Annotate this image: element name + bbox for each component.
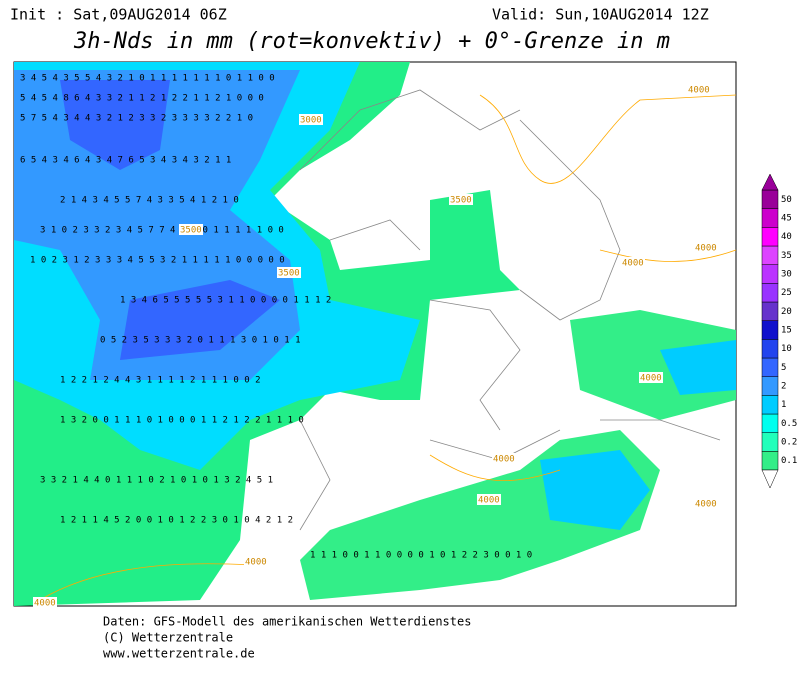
legend-swatch — [761, 395, 779, 415]
precip-digits: 3 4 5 4 3 5 5 4 3 2 1 0 1 1 1 1 1 1 1 0 … — [20, 74, 275, 84]
contour-label: 3500 — [450, 196, 472, 206]
legend-label: 5 — [781, 363, 786, 373]
contour-label: 4000 — [695, 244, 717, 254]
legend-swatch — [761, 339, 779, 359]
legend-label: 20 — [781, 307, 792, 317]
precip-digits: 1 3 2 0 0 1 1 1 0 1 0 0 0 1 1 2 1 2 2 1 … — [60, 416, 304, 426]
contour-label-bg — [687, 84, 711, 95]
precip-digits: 5 7 5 4 3 4 4 3 2 1 2 3 3 2 3 3 3 3 2 2 … — [20, 114, 253, 124]
precip-digits: 2 1 4 3 4 5 5 7 4 3 3 5 4 1 2 1 0 — [60, 196, 239, 206]
precip-digits: 1 3 4 6 5 5 5 5 5 3 1 1 0 0 0 0 1 1 1 2 — [120, 296, 331, 306]
precip-digits: 1 0 2 3 1 2 3 3 3 4 5 5 3 2 1 1 1 1 1 0 … — [30, 256, 285, 266]
legend-label: 0.5 — [781, 419, 797, 429]
contour-label-bg — [449, 194, 473, 205]
contour-label-bg — [299, 114, 323, 125]
legend-swatch — [761, 413, 779, 433]
footer-line: www.wetterzentrale.de — [103, 647, 255, 661]
precip-digits: 0 5 2 3 5 3 3 3 2 0 1 1 1 3 0 1 0 1 1 — [100, 336, 300, 346]
contour-label: 4000 — [640, 374, 662, 384]
legend-label: 2 — [781, 382, 786, 392]
contour-label-bg — [277, 267, 301, 278]
legend-swatch — [761, 301, 779, 321]
precip-digits: 1 1 1 0 0 1 1 0 0 0 0 1 0 1 2 2 3 0 0 1 … — [310, 551, 532, 561]
legend-label: 15 — [781, 326, 792, 336]
legend-label: 1 — [781, 400, 786, 410]
legend-swatch — [761, 264, 779, 284]
footer-line: Daten: GFS-Modell des amerikanischen Wet… — [103, 615, 471, 629]
legend-label: 50 — [781, 195, 792, 205]
precip-digits: 1 2 2 1 2 4 4 3 1 1 1 1 2 1 1 1 0 0 2 — [60, 376, 260, 386]
legend-swatch — [761, 227, 779, 247]
map — [13, 61, 737, 607]
legend-label: 35 — [781, 251, 792, 261]
map-title: 3h-Nds in mm (rot=konvektiv) + 0°-Grenze… — [73, 29, 670, 54]
valid-time: Valid: Sun,10AUG2014 12Z — [492, 6, 709, 24]
legend-swatch — [761, 283, 779, 303]
legend-swatch — [761, 245, 779, 265]
contour-label: 4000 — [622, 259, 644, 269]
contour-label: 4000 — [34, 599, 56, 609]
precip-area — [540, 340, 736, 530]
contour-label-bg — [477, 494, 501, 505]
contour-label-bg — [694, 498, 718, 509]
contour-label-bg — [639, 372, 663, 383]
legend-swatch — [761, 320, 779, 340]
contour-label: 3500 — [180, 226, 202, 236]
contour-label: 4000 — [245, 558, 267, 568]
precip-area — [300, 310, 736, 600]
init-time: Init : Sat,09AUG2014 06Z — [10, 6, 227, 24]
legend-label: 10 — [781, 344, 792, 354]
contour-label: 3500 — [278, 269, 300, 279]
legend-label: 30 — [781, 270, 792, 280]
legend-label: 40 — [781, 232, 792, 242]
freezing-level-contour — [39, 94, 737, 601]
contour-label-bg — [694, 242, 718, 253]
precip-area — [60, 80, 280, 360]
contour-label: 4000 — [688, 86, 710, 96]
contour-label-bg — [492, 453, 516, 464]
legend-tip — [761, 173, 779, 191]
legend-swatch — [761, 376, 779, 396]
legend-swatch — [761, 451, 779, 471]
legend-label: 25 — [781, 288, 792, 298]
precip-digits: 3 3 2 1 4 4 0 1 1 1 0 2 1 0 1 0 1 3 2 4 … — [40, 476, 273, 486]
legend-swatch — [761, 189, 779, 209]
contour-label: 3000 — [300, 116, 322, 126]
legend-swatch — [761, 208, 779, 228]
contour-label: 4000 — [695, 500, 717, 510]
precip-digits: 1 2 1 1 4 5 2 0 0 1 0 1 2 2 3 0 1 0 4 2 … — [60, 516, 293, 526]
contour-label-bg — [621, 257, 645, 268]
contour-label-bg — [33, 597, 57, 608]
precip-digits: 3 1 0 2 3 3 2 3 4 5 7 7 4 2 1 0 1 1 1 1 … — [40, 226, 284, 236]
precip-digits: 6 5 4 3 4 6 4 3 4 7 6 5 3 4 3 4 3 2 1 1 — [20, 156, 231, 166]
contour-label: 4000 — [493, 455, 515, 465]
contour-label-bg — [244, 556, 268, 567]
legend-swatch — [761, 432, 779, 452]
border-line — [299, 89, 721, 531]
contour-label-bg — [179, 224, 203, 235]
legend-label: 45 — [781, 214, 792, 224]
legend-tip — [761, 469, 779, 489]
contour-label: 4000 — [478, 496, 500, 506]
legend-label: 0.2 — [781, 438, 797, 448]
precip-digits: 5 4 5 4 8 6 4 3 3 2 1 1 2 1 2 2 1 1 2 1 … — [20, 94, 264, 104]
legend-label: 0.1 — [781, 456, 797, 466]
legend-swatch — [761, 357, 779, 377]
footer-line: (C) Wetterzentrale — [103, 631, 233, 645]
